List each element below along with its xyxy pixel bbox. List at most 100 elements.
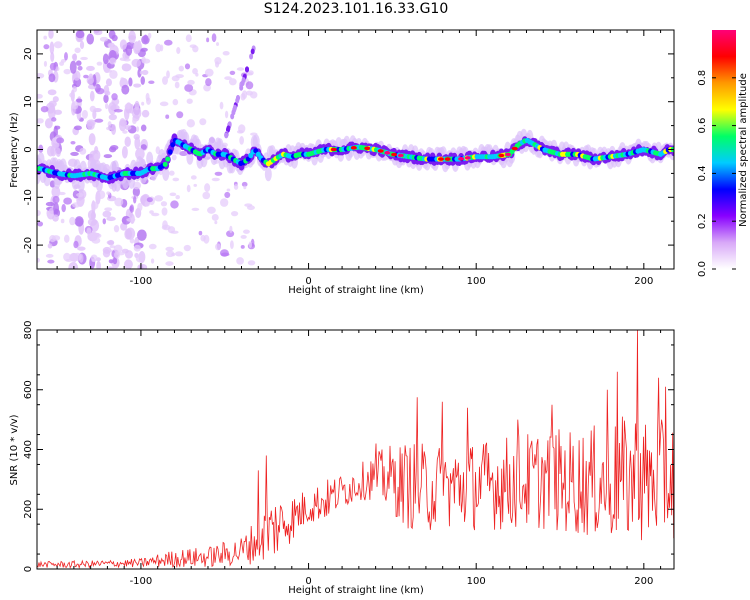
- spectrogram-ridge-core: [245, 156, 251, 162]
- spectrogram-noise-blob: [124, 103, 131, 110]
- spectrogram-noise-blob: [200, 234, 206, 242]
- spectrogram-noise-blob: [224, 76, 232, 80]
- spectrogram-noise-blob: [87, 218, 98, 226]
- spectrogram-noise-blob: [135, 147, 145, 160]
- spectrogram-noise-blob: [79, 147, 87, 155]
- spectrogram-noise-blob: [75, 98, 83, 103]
- spectrogram-noise-blob: [191, 207, 200, 212]
- spectrogram-ridge-peak: [391, 152, 398, 157]
- spectrogram-noise-blob: [214, 171, 223, 176]
- spectrogram-noise-blob: [176, 111, 184, 119]
- spectrogram-ridge-peak: [364, 146, 371, 151]
- spectrogram-noise-blob: [73, 125, 82, 131]
- spectrogram-noise-blob: [96, 260, 101, 269]
- spectrogram-noise-blob: [73, 240, 79, 249]
- snr-x-tick-label: 100: [467, 576, 486, 587]
- spectrogram-noise-blob: [165, 250, 175, 258]
- spectrogram-ridge-core: [167, 149, 173, 155]
- spectrogram-noise-blob: [186, 119, 195, 128]
- spectrogram-noise-blob: [228, 78, 237, 86]
- spectrogram-noise-blob: [70, 151, 79, 157]
- spectrogram-noise-blob: [104, 102, 109, 110]
- spectrogram-noise-blob: [236, 130, 244, 134]
- spectrogram-noise-blob: [95, 87, 105, 95]
- spectrogram-noise-blob: [52, 214, 59, 222]
- spectrogram-noise-blob: [168, 170, 175, 176]
- spectrogram-ridge-peak: [511, 146, 518, 151]
- colorbar-bar: [712, 30, 736, 269]
- spectrogram-noise-blob: [106, 191, 111, 195]
- spectrogram-noise-blob: [108, 259, 114, 264]
- colorbar-tick-label: 0.0: [697, 261, 708, 277]
- chart-title: S124.2023.101.16.33.G10: [263, 1, 449, 17]
- spectrogram-noise-blob: [51, 117, 57, 122]
- spectrogram-noise-blob: [160, 201, 168, 207]
- spectrogram-noise-blob: [136, 126, 140, 132]
- spectrogram-noise-blob: [89, 105, 97, 113]
- spectrogram-noise-blob: [230, 210, 239, 217]
- spectrogram-noise-blob: [247, 70, 254, 76]
- spectrogram-noise-blob: [205, 78, 212, 87]
- spectrogram-noise-blob: [70, 141, 76, 145]
- spectrogram-noise-blob: [121, 145, 128, 159]
- spectrogram-halo: [111, 160, 119, 175]
- spectrogram-noise-blob: [106, 240, 115, 245]
- spectrogram-noise-blob: [86, 33, 95, 45]
- spectrogram-noise-blob: [93, 30, 103, 36]
- spectrogram-noise-blob: [44, 118, 53, 129]
- spectrogram-noise-blob: [147, 32, 152, 39]
- spectrogram-noise-blob: [51, 235, 61, 241]
- spectrogram-noise-blob: [103, 94, 109, 104]
- spectrogram-noise-blob: [244, 203, 253, 207]
- spectrogram-noise-blob: [214, 220, 218, 225]
- spectrogram-noise-blob: [108, 43, 114, 49]
- spectrogram-noise-blob: [132, 117, 137, 124]
- spectrogram-noise-blob: [126, 217, 136, 222]
- spectrogram-noise-blob: [245, 81, 254, 90]
- spectrogram-noise-blob: [63, 197, 73, 205]
- spectrogram-noise-blob: [128, 77, 133, 87]
- spectrogram-noise-blob: [165, 246, 174, 252]
- spectrogram-noise-blob: [63, 252, 71, 262]
- spectrogram-noise-blob: [240, 244, 245, 249]
- spectrogram-noise-blob: [121, 84, 130, 95]
- spectrogram-noise-blob: [47, 89, 57, 96]
- spectrogram-ridge-peak: [498, 153, 505, 158]
- spectrogram-noise-blob: [48, 73, 56, 83]
- spectrogram-noise-blob: [133, 244, 141, 252]
- spectrogram-noise-blob: [140, 144, 147, 150]
- spectrogram-halo: [264, 167, 272, 182]
- spectrogram-noise-blob: [151, 212, 160, 217]
- spectrogram-noise-blob: [124, 228, 133, 240]
- spectrogram-noise-blob: [74, 47, 81, 54]
- spectrogram-streak: [224, 132, 229, 139]
- spectrogram-noise-blob: [103, 154, 113, 159]
- spectrogram-noise-blob: [166, 70, 170, 79]
- spectrogram-ridge-core: [248, 152, 254, 159]
- spectrogram-noise-blob: [102, 249, 111, 258]
- spectrogram-noise-blob: [137, 263, 148, 269]
- spectrogram-noise-blob: [140, 47, 148, 52]
- spectrogram-noise-blob: [211, 177, 220, 182]
- spectrogram-noise-blob: [199, 118, 207, 126]
- spectrogram-noise-blob: [89, 90, 95, 102]
- spectrogram-noise-blob: [53, 202, 60, 215]
- spectrogram-noise-blob: [148, 243, 157, 250]
- spectrogram-halo: [186, 150, 194, 165]
- spectrogram-noise-blob: [133, 41, 143, 51]
- spectrogram-noise-blob: [193, 183, 198, 187]
- spectrogram-noise-blob: [124, 125, 132, 131]
- spectrogram-noise-blob: [69, 92, 75, 98]
- spectrogram-noise-blob: [111, 93, 118, 101]
- spectrogram-noise-blob: [247, 260, 256, 266]
- spectrogram-noise-blob: [143, 34, 149, 44]
- spectrogram-noise-blob: [121, 215, 131, 225]
- spectrogram-noise-blob: [121, 63, 126, 71]
- spectrogram-noise-blob: [107, 266, 114, 269]
- spectrogram-ridge-core: [170, 142, 176, 148]
- spectrogram-noise-blob: [171, 154, 177, 161]
- spectrogram-noise-blob: [125, 45, 133, 56]
- spectrogram-noise-blob: [190, 175, 197, 180]
- spectrogram-noise-blob: [58, 191, 66, 196]
